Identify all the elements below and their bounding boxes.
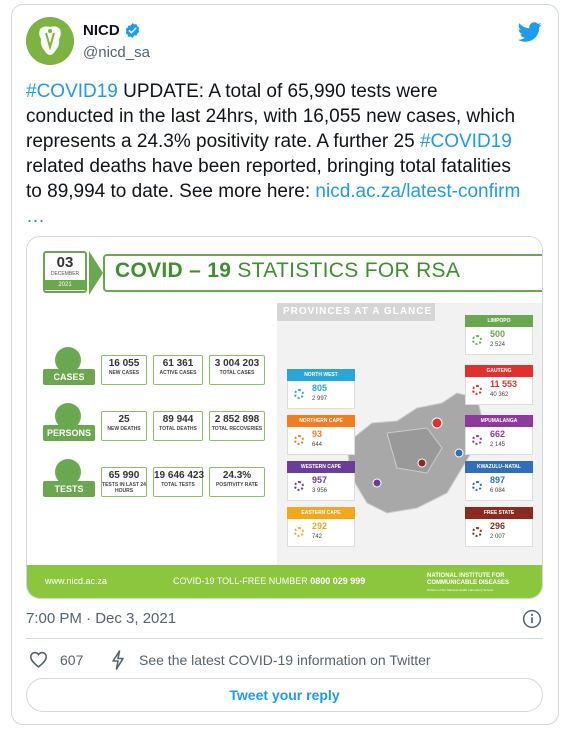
verified-badge-icon (125, 23, 139, 38)
tweet-media-image[interactable]: 03 DECEMBER 2021 COVID – 19 STATISTICS F… (26, 236, 543, 599)
stat-row-cases: CASES 16 055 NEW CASES 61 361 ACTIVE CASES… (43, 347, 283, 393)
province-north-west: NORTH WEST 805 2 997 (287, 369, 355, 409)
stat-cell: 24.3% POSITIVITY RATE (209, 467, 265, 497)
province-northern-cape: NORTHERN CAPE 93 644 (287, 415, 355, 455)
stat-cell: 65 990 TESTS IN LAST 24 HOURS (101, 467, 147, 497)
footer-website: www.nicd.ac.za (45, 576, 108, 586)
stat-cell: 19 646 423 TOTAL TESTS (153, 467, 204, 497)
lightning-bolt-icon (112, 650, 124, 670)
province-free-state: FREE STATE 296 2 007 (465, 507, 533, 547)
date-badge: 03 DECEMBER 2021 (43, 251, 87, 293)
author-handle[interactable]: @nicd_sa (83, 44, 150, 61)
author-name-text[interactable]: NICD (83, 22, 120, 39)
tweet-line-1: #COVID19 UPDATE: A total of 65,990 tests… (26, 79, 548, 104)
date-month: DECEMBER (50, 271, 80, 277)
title-bold: COVID – 19 (115, 259, 232, 282)
tweet-reply-button[interactable]: Tweet your reply (26, 678, 543, 712)
tweet-line-3: represents a 24.3% positivity rate. A fu… (26, 129, 548, 154)
provinces-header: PROVINCES AT A GLANCE (277, 303, 435, 321)
stat-row-persons: PERSONS 25 NEW DEATHS 89 944 TOTAL DEATHS … (43, 403, 283, 449)
stat-cell: 89 944 TOTAL DEATHS (153, 411, 203, 441)
stat-row-tests: TESTS 65 990 TESTS IN LAST 24 HOURS 19 64… (43, 459, 283, 505)
tweet-line-4: related deaths have been reported, bring… (26, 156, 511, 177)
info-icon[interactable] (522, 609, 542, 629)
divider (26, 638, 543, 639)
infographic-footer: www.nicd.ac.za COVID-19 TOLL-FREE NUMBER… (27, 565, 542, 598)
covid-info-link[interactable]: See the latest COVID-19 information on T… (139, 652, 431, 668)
province-eastern-cape: EASTERN CAPE 292 742 (287, 507, 355, 547)
tweet-ellipsis[interactable]: … (26, 206, 45, 227)
tweet-body: #COVID19 UPDATE: A total of 65,990 tests… (26, 79, 548, 229)
hashtag-covid19-link[interactable]: #COVID19 (26, 81, 118, 102)
infographic-header: 03 DECEMBER 2021 COVID – 19 STATISTICS F… (27, 237, 542, 299)
province-kzn: KWAZULU–NATAL 897 6 084 (465, 461, 533, 501)
tweet-line-1-text: UPDATE: A total of 65,990 tests were (117, 81, 438, 102)
footer-tollfree: COVID-19 TOLL-FREE NUMBER 0800 029 999 (173, 576, 366, 586)
stat-cell: 16 055 NEW CASES (101, 355, 147, 385)
stat-label: CASES (43, 369, 95, 385)
persons-icon: PERSONS (43, 403, 95, 449)
south-africa-map (346, 392, 483, 514)
chevron-right-icon (89, 251, 103, 295)
date-day: 03 (56, 254, 74, 271)
test-tubes-icon: TESTS (43, 459, 95, 505)
tweet-line-2: conducted in the last 24hrs, with 16,055… (26, 106, 516, 127)
twitter-bird-icon[interactable] (518, 20, 542, 44)
tweet-timestamp[interactable]: 7:00 PM · Dec 3, 2021 (26, 610, 177, 627)
province-limpopo: LIMPOPO 500 2 524 (465, 315, 533, 355)
hashtag-covid19-link-2[interactable]: #COVID19 (419, 131, 512, 152)
author-avatar[interactable] (26, 17, 74, 65)
province-gauteng: GAUTENG 11 553 40 362 (465, 365, 533, 405)
stat-cell: 3 004 203 TOTAL CASES (209, 355, 265, 385)
footer-org-sub: Division of the National Health Laborato… (427, 588, 494, 592)
title-rest: STATISTICS FOR RSA (231, 259, 461, 282)
stat-cell: 2 852 898 TOTAL RECOVERIES (209, 411, 265, 441)
stat-cell: 25 NEW DEATHS (101, 411, 147, 441)
nicd-logo-icon (26, 17, 74, 65)
tweet-line-3-text: represents a 24.3% positivity rate. A fu… (26, 131, 420, 152)
footer-org-name: NATIONAL INSTITUTE FOR COMMUNICABLE DISE… (427, 573, 510, 586)
infographic-title: COVID – 19 STATISTICS FOR RSA (115, 259, 460, 283)
province-mpumalanga: MPUMALANGA 662 2 145 (465, 415, 533, 455)
nicd-url-link[interactable]: nicd.ac.za/latest-confirm (315, 181, 521, 202)
date-year: 2021 (45, 280, 85, 290)
heart-icon[interactable] (29, 651, 48, 668)
stat-cell: 61 361 ACTIVE CASES (153, 355, 203, 385)
tweet-line-5-text: to 89,994 to date. See more here: (26, 181, 316, 202)
stat-label: PERSONS (43, 425, 95, 441)
title-frame (103, 254, 542, 292)
stat-label: TESTS (43, 481, 95, 497)
virus-icon: CASES (43, 347, 95, 393)
province-western-cape: WESTERN CAPE 957 3 956 (287, 461, 355, 501)
tweet-line-5: to 89,994 to date. See more here: nicd.a… (26, 179, 548, 204)
author-name[interactable]: NICD (83, 22, 141, 39)
like-count[interactable]: 607 (60, 652, 84, 668)
